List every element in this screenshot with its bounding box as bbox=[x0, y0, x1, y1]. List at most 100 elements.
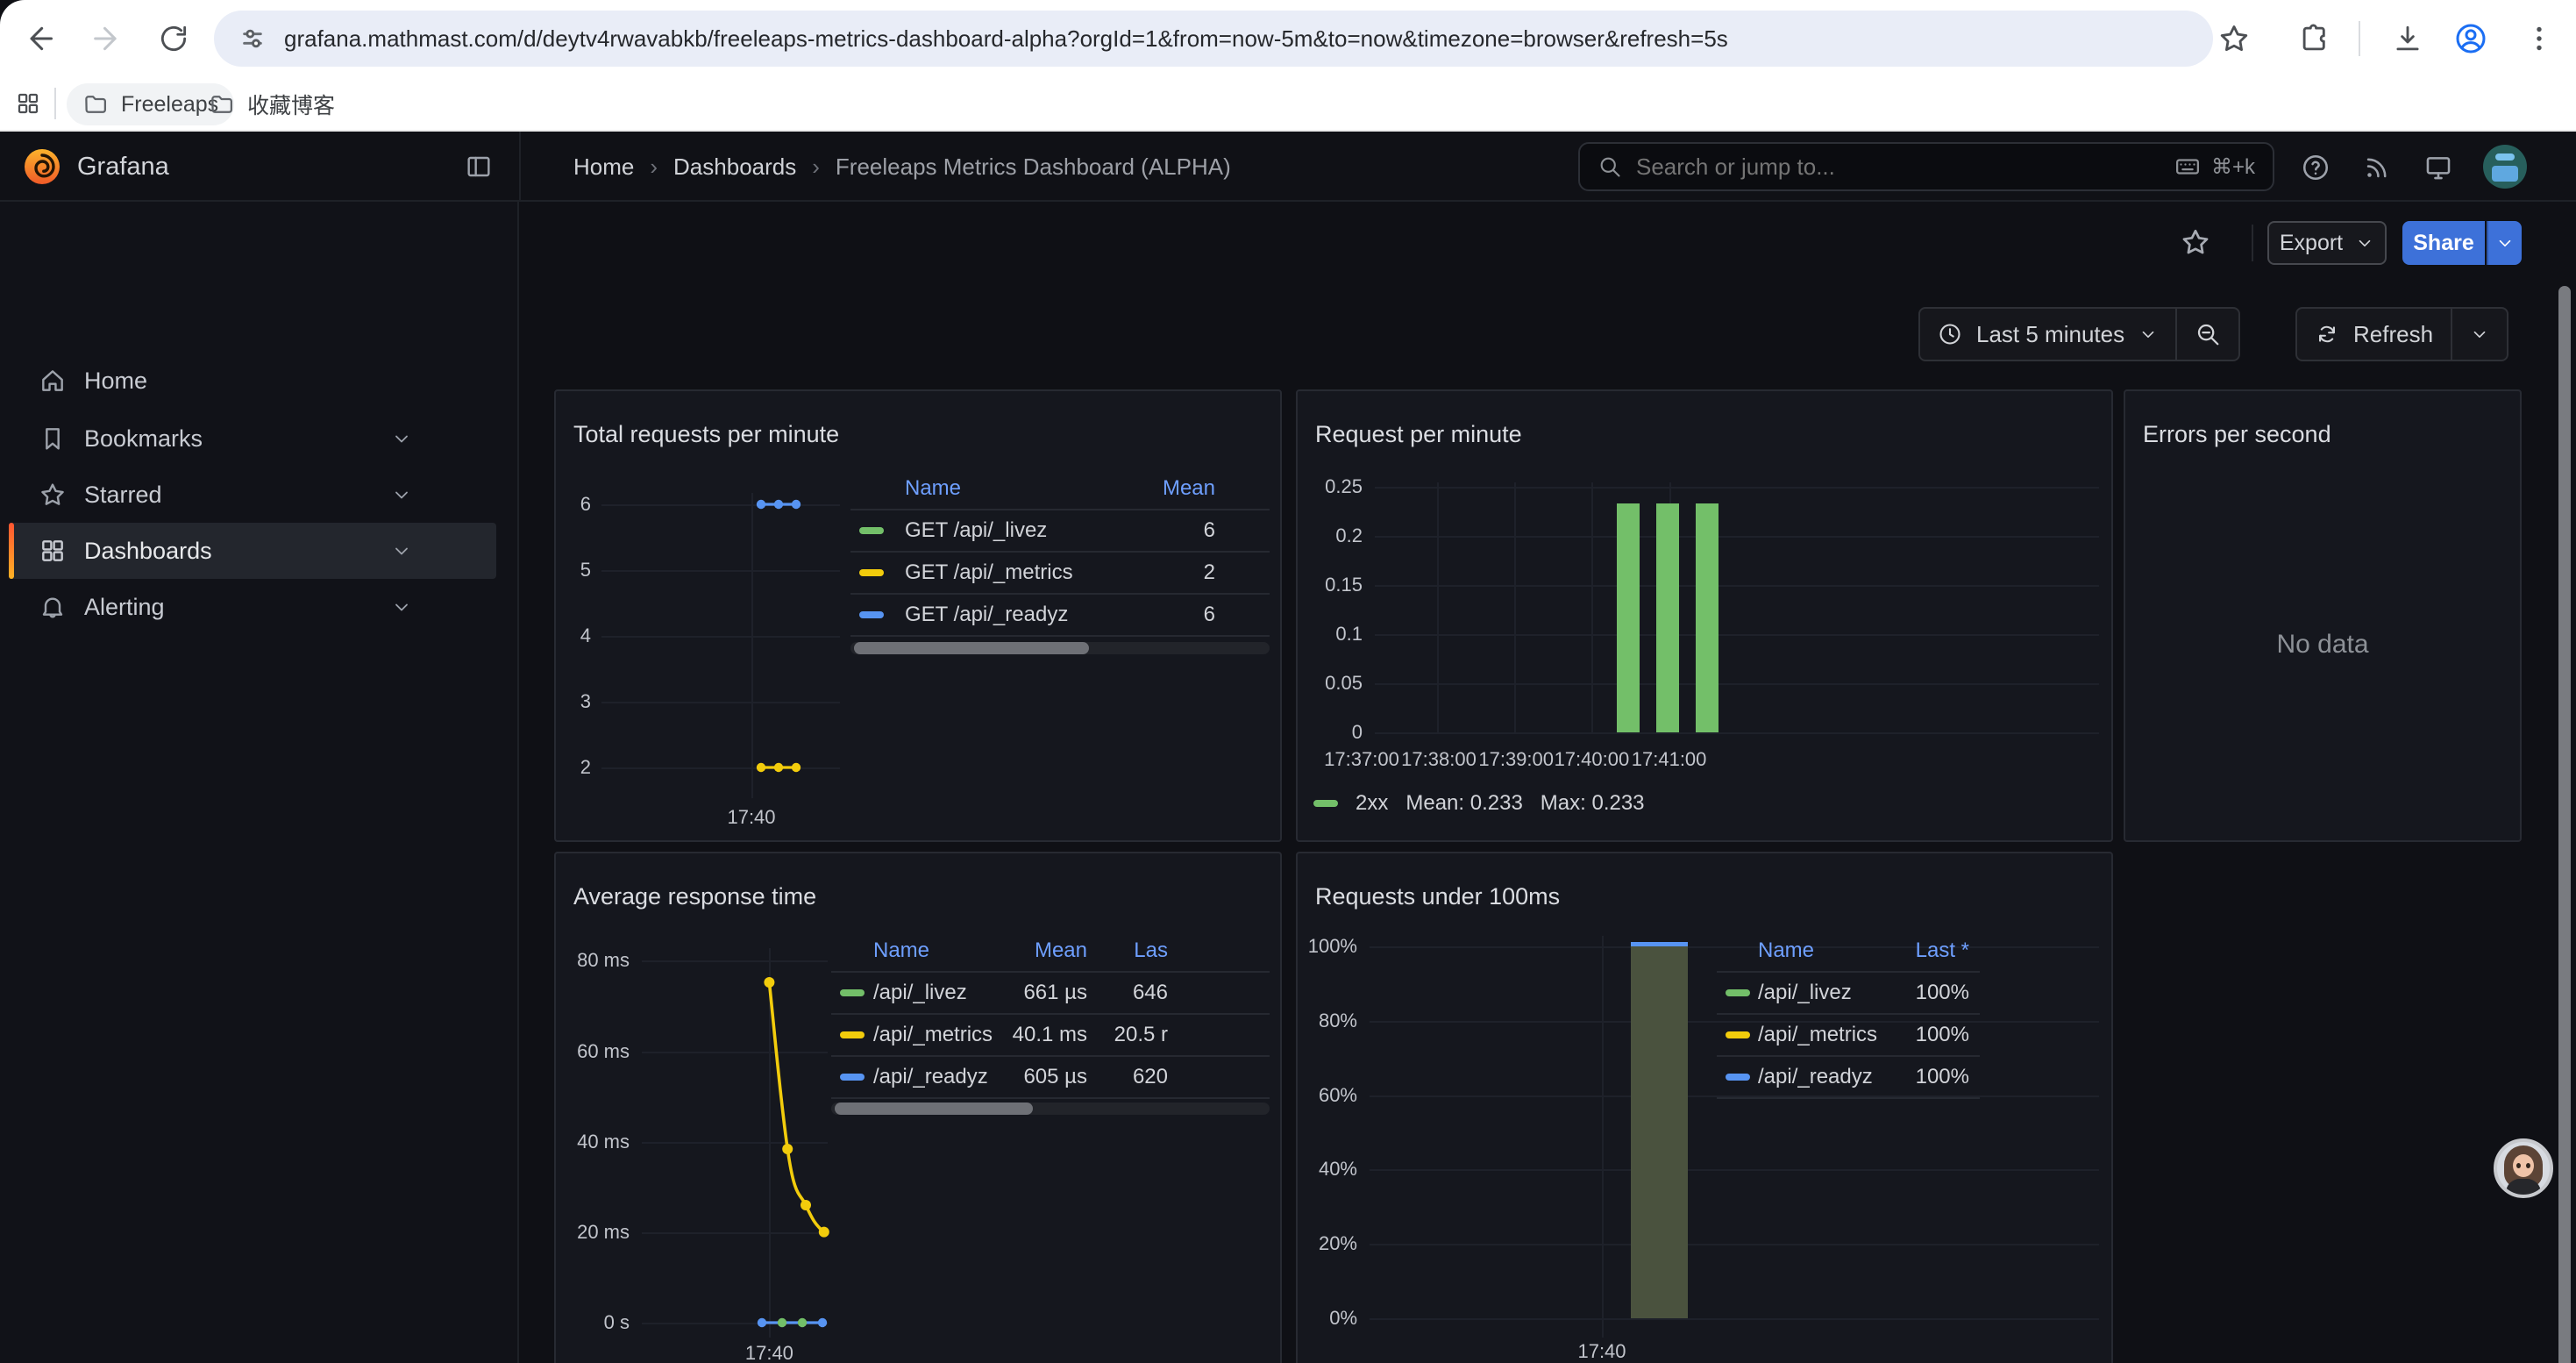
series-name[interactable]: GET /api/_livez bbox=[905, 518, 1047, 543]
browser-profile-button[interactable] bbox=[2451, 19, 2490, 58]
favorite-dashboard-star-button[interactable] bbox=[2180, 226, 2211, 258]
series-name[interactable]: GET /api/_metrics bbox=[905, 560, 1073, 585]
legend-col-name[interactable]: Name bbox=[1758, 938, 1814, 963]
chevron-down-icon[interactable] bbox=[391, 596, 412, 617]
sidebar-item-home[interactable]: Home bbox=[9, 353, 496, 409]
browser-reload-button[interactable] bbox=[154, 19, 193, 58]
legend-col-last[interactable]: Last * bbox=[1916, 938, 1969, 963]
legend-col-mean[interactable]: Mean bbox=[1163, 476, 1215, 501]
series-mean: 6 bbox=[1204, 518, 1215, 543]
browser-forward-button[interactable] bbox=[88, 19, 126, 58]
legend-row[interactable]: /api/_metrics 40.1 ms 20.5 r bbox=[831, 1015, 1270, 1057]
legend-col-name[interactable]: Name bbox=[873, 938, 1007, 963]
series-name[interactable]: /api/_livez bbox=[873, 981, 1007, 1005]
breadcrumb-home[interactable]: Home bbox=[573, 153, 634, 181]
refresh-interval-button[interactable] bbox=[2452, 309, 2507, 360]
bar-2xx[interactable] bbox=[1656, 503, 1680, 732]
sidebar-item-starred[interactable]: Starred bbox=[9, 467, 496, 523]
legend-row[interactable]: GET /api/_readyz 6 bbox=[850, 595, 1270, 637]
panel-request-per-minute: Request per minute 0.25 0.2 0.15 0.1 0.0… bbox=[1296, 389, 2113, 842]
y-tick: 40% bbox=[1298, 1157, 1357, 1181]
help-button[interactable] bbox=[2301, 153, 2330, 182]
search-field[interactable] bbox=[1636, 153, 2160, 181]
bookmark-page-star-button[interactable] bbox=[2215, 19, 2253, 58]
chevron-down-icon[interactable] bbox=[391, 484, 412, 505]
mega-menu-toggle[interactable] bbox=[465, 153, 493, 181]
gridline bbox=[1375, 683, 2099, 685]
legend-row[interactable]: /api/_readyz 100% bbox=[1717, 1057, 1980, 1099]
downloads-button[interactable] bbox=[2388, 19, 2427, 58]
series-color-pill bbox=[859, 569, 884, 576]
bell-icon bbox=[39, 593, 67, 621]
series-name[interactable]: /api/_livez bbox=[1758, 981, 1852, 1005]
gridline bbox=[1375, 634, 2099, 636]
search-input[interactable]: ⌘+k bbox=[1578, 142, 2274, 191]
legend-row[interactable]: GET /api/_metrics 2 bbox=[850, 553, 1270, 595]
series-color-pill bbox=[859, 527, 884, 534]
panel-title[interactable]: Errors per second bbox=[2143, 421, 2331, 448]
legend-row[interactable]: /api/_livez 661 µs 646 bbox=[831, 973, 1270, 1015]
sidebar-item-dashboards[interactable]: Dashboards bbox=[9, 523, 496, 579]
sidebar-item-alerting[interactable]: Alerting bbox=[9, 579, 496, 635]
series-mean: Mean: 0.233 bbox=[1405, 791, 1522, 816]
bar-under-100ms[interactable] bbox=[1631, 946, 1688, 1317]
legend-row[interactable]: /api/_livez 100% bbox=[1717, 973, 1980, 1015]
no-data-message: No data bbox=[2125, 630, 2520, 660]
legend-col-name[interactable]: Name bbox=[905, 476, 961, 501]
extensions-button[interactable] bbox=[2295, 19, 2334, 58]
series-color-pill bbox=[840, 1031, 865, 1038]
folder-icon bbox=[209, 91, 235, 118]
series-color-pill bbox=[1726, 1031, 1750, 1038]
panel-average-response-time: Average response time 80 ms 60 ms 40 ms … bbox=[554, 852, 1282, 1363]
avatar-shirt bbox=[2506, 1179, 2541, 1198]
grafana-logo bbox=[21, 146, 63, 188]
chevron-down-icon[interactable] bbox=[391, 540, 412, 561]
gridline bbox=[1375, 487, 2099, 489]
panel-title[interactable]: Requests under 100ms bbox=[1315, 883, 1560, 910]
panel-title[interactable]: Request per minute bbox=[1315, 421, 1522, 448]
arrow-right-icon bbox=[89, 21, 125, 56]
refresh-button[interactable]: Refresh bbox=[2297, 309, 2451, 360]
sidebar-item-bookmarks[interactable]: Bookmarks bbox=[9, 410, 496, 467]
page-scrollbar[interactable] bbox=[2558, 286, 2571, 1363]
site-settings-icon[interactable] bbox=[238, 25, 267, 53]
browser-menu-button[interactable] bbox=[2520, 19, 2558, 58]
series-name[interactable]: /api/_metrics bbox=[873, 1023, 1007, 1047]
bar-2xx[interactable] bbox=[1696, 503, 1719, 732]
legend-col-mean[interactable]: Mean bbox=[1007, 938, 1087, 963]
series-name[interactable]: GET /api/_readyz bbox=[905, 603, 1068, 627]
apps-grid-button[interactable] bbox=[9, 84, 47, 123]
user-avatar[interactable] bbox=[2483, 145, 2527, 189]
legend-scrollbar[interactable] bbox=[831, 1103, 1270, 1115]
address-bar[interactable]: grafana.mathmast.com/d/deytv4rwavabkb/fr… bbox=[214, 11, 2213, 67]
series-name[interactable]: /api/_metrics bbox=[1758, 1023, 1877, 1047]
legend-row[interactable]: /api/_readyz 605 µs 620 bbox=[831, 1057, 1270, 1099]
legend-scrollbar[interactable] bbox=[850, 642, 1270, 654]
scrollbar-thumb[interactable] bbox=[835, 1103, 1033, 1115]
assistant-avatar-button[interactable] bbox=[2494, 1138, 2553, 1198]
bookmark-folder-blogs[interactable]: 收藏博客 bbox=[193, 83, 351, 125]
series-name[interactable]: /api/_readyz bbox=[1758, 1065, 1873, 1089]
series-name[interactable]: /api/_readyz bbox=[873, 1065, 1007, 1089]
legend-row[interactable]: GET /api/_livez 6 bbox=[850, 510, 1270, 553]
scrollbar-thumb[interactable] bbox=[854, 642, 1089, 654]
share-button[interactable]: Share bbox=[2402, 221, 2485, 265]
gridline bbox=[1370, 1318, 2099, 1320]
legend-row[interactable]: /api/_metrics 100% bbox=[1717, 1015, 1980, 1057]
time-range-picker[interactable]: Last 5 minutes bbox=[1920, 309, 2175, 360]
zoom-out-button[interactable] bbox=[2177, 309, 2238, 360]
apps-grid-icon bbox=[15, 90, 41, 117]
series-name[interactable]: 2xx bbox=[1356, 791, 1388, 816]
news-button[interactable] bbox=[2362, 153, 2392, 182]
y-tick: 20% bbox=[1298, 1231, 1357, 1256]
bar-2xx[interactable] bbox=[1617, 503, 1640, 732]
browser-back-button[interactable] bbox=[21, 19, 60, 58]
bookmarks-bar: Freeleaps 收藏博客 bbox=[0, 77, 2576, 132]
legend-col-last[interactable]: Las bbox=[1087, 938, 1168, 963]
share-options-button[interactable] bbox=[2487, 221, 2522, 265]
legend-header: Name Mean Las bbox=[831, 931, 1270, 973]
export-button[interactable]: Export bbox=[2267, 221, 2387, 265]
kiosk-mode-button[interactable] bbox=[2423, 153, 2453, 182]
chevron-down-icon[interactable] bbox=[391, 428, 412, 449]
breadcrumb-dashboards[interactable]: Dashboards bbox=[673, 153, 796, 181]
